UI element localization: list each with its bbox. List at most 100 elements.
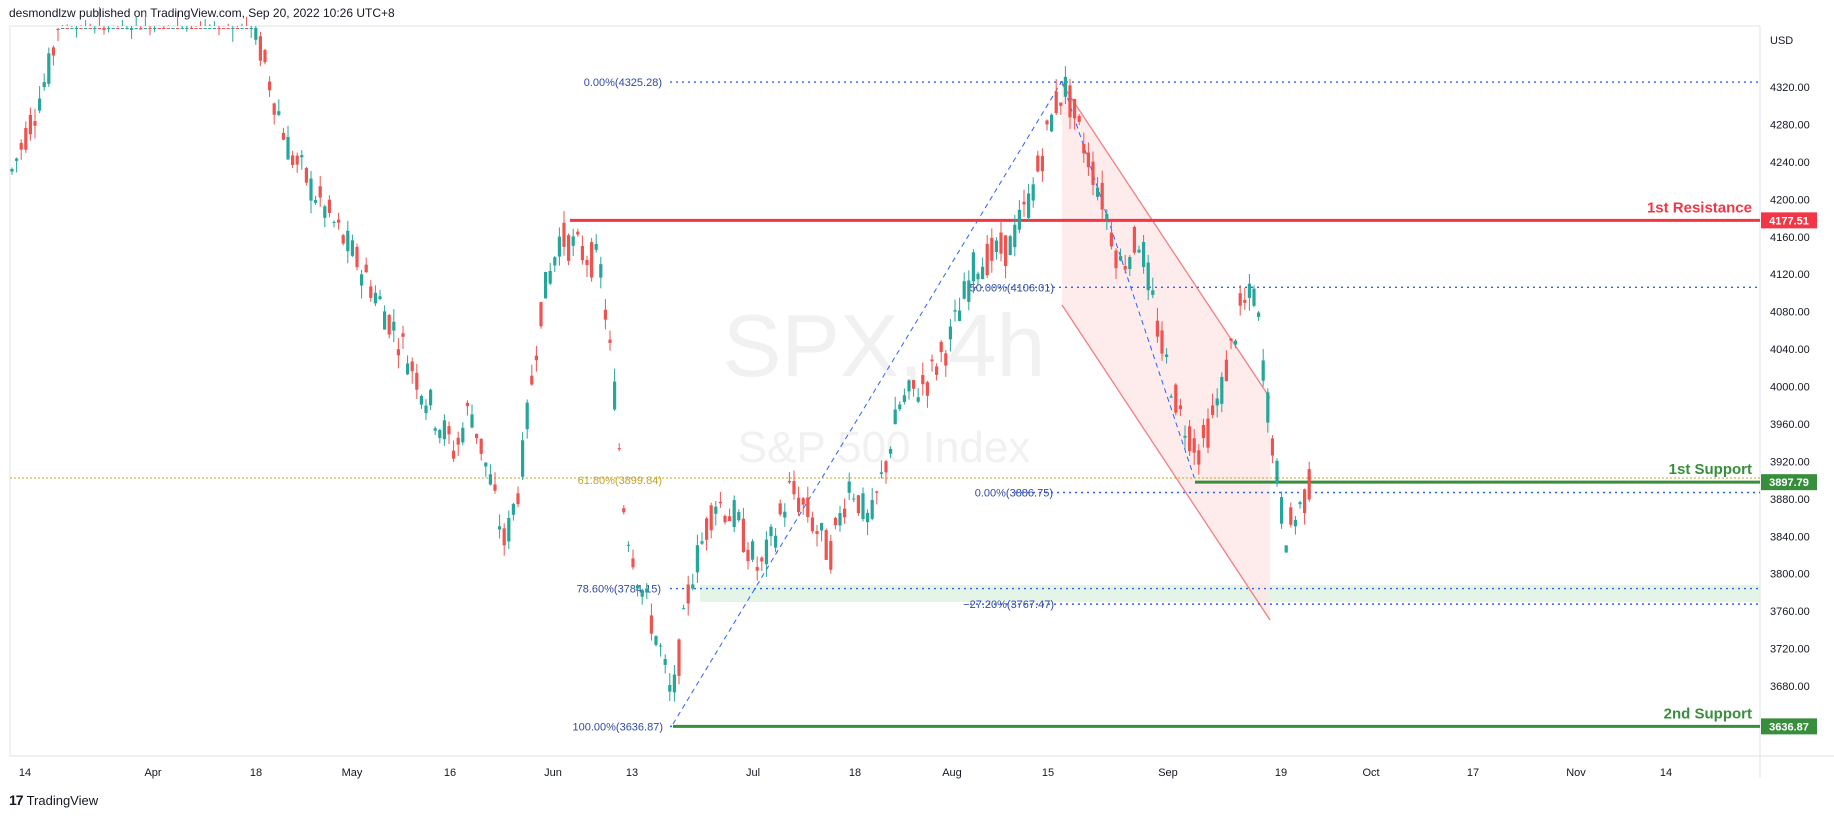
candle-body xyxy=(521,440,525,477)
candle-body xyxy=(645,588,649,593)
candle-body xyxy=(438,429,442,439)
candle-body xyxy=(636,585,640,589)
candle-body xyxy=(659,645,663,647)
candle-body xyxy=(1123,266,1127,270)
candle-body xyxy=(613,381,617,410)
candle-body xyxy=(741,518,745,553)
candle-body xyxy=(709,505,713,531)
candle-body xyxy=(530,375,534,385)
candle-body xyxy=(824,530,828,560)
candle-body xyxy=(603,309,607,320)
candle-body xyxy=(1188,426,1192,452)
candle-body xyxy=(617,448,621,450)
candle-body xyxy=(309,178,313,201)
candle-body xyxy=(143,28,147,29)
candle-body xyxy=(47,53,51,84)
candle-body xyxy=(323,206,327,218)
candle-body xyxy=(1017,209,1021,230)
candle-body xyxy=(879,472,883,474)
x-tick-label: 16 xyxy=(444,767,456,779)
candle-body xyxy=(304,168,308,183)
candle-body xyxy=(838,513,842,526)
candle-body xyxy=(562,222,566,247)
candle-body xyxy=(185,28,189,29)
candle-body xyxy=(525,402,529,430)
level-label: 1st Resistance xyxy=(1647,199,1752,216)
candle-body xyxy=(1303,489,1307,514)
candle-body xyxy=(866,512,870,523)
candle-body xyxy=(488,474,492,485)
candle-body xyxy=(1008,236,1012,256)
candle-body xyxy=(654,636,658,645)
y-tick-label: 4040.00 xyxy=(1770,344,1810,356)
candle-body xyxy=(1114,250,1118,269)
candle-body xyxy=(1045,120,1049,125)
candle-body xyxy=(433,428,437,431)
x-tick-label: Oct xyxy=(1362,767,1379,779)
x-tick-label: Nov xyxy=(1566,767,1586,779)
time-axis[interactable]: 14 Apr 18 May 16 Jun 13 Jul 18 Aug 15 Sep 19 Oct 17 Nov… xyxy=(19,767,1672,779)
candle-body xyxy=(1211,405,1215,415)
price-axis[interactable]: 4320.00 4280.00 4240.00 4200.00 4160.00 4120.… xyxy=(1770,82,1810,693)
y-tick-label: 3880.00 xyxy=(1770,494,1810,506)
candle-body xyxy=(350,240,354,256)
candle-body xyxy=(1165,354,1169,357)
y-tick-label: 3840.00 xyxy=(1770,531,1810,543)
candle-body xyxy=(1192,438,1196,453)
candle-body xyxy=(870,500,874,519)
candle-body xyxy=(1142,241,1146,268)
candle-body xyxy=(180,28,184,29)
candle-body xyxy=(1040,155,1044,172)
candle-body xyxy=(1027,193,1031,218)
candle-body xyxy=(843,508,847,518)
candle-body xyxy=(199,28,203,29)
y-tick-label: 4160.00 xyxy=(1770,232,1810,244)
candle-body xyxy=(1178,405,1182,410)
candle-body xyxy=(153,28,157,29)
candle-body xyxy=(797,497,801,513)
candle-body xyxy=(755,567,759,571)
candle-body xyxy=(539,302,543,327)
candle-body xyxy=(1119,256,1123,261)
y-tick-label: 3920.00 xyxy=(1770,456,1810,468)
y-tick-label: 4280.00 xyxy=(1770,119,1810,131)
candle-body xyxy=(79,28,83,29)
candle-body xyxy=(728,516,732,522)
candle-body xyxy=(594,244,598,250)
candle-body xyxy=(939,341,943,353)
watermark-name: S&P 500 Index xyxy=(738,423,1031,472)
candle-body xyxy=(1004,235,1008,267)
candle-body xyxy=(88,28,92,29)
candle-body xyxy=(1109,232,1113,247)
candle-body xyxy=(806,497,810,518)
y-tick-label: 4080.00 xyxy=(1770,307,1810,319)
tradingview-logo[interactable]: 17 TradingView xyxy=(9,792,98,808)
candle-body xyxy=(415,372,419,390)
level-label: 2nd Support xyxy=(1664,705,1752,722)
candle-body xyxy=(686,584,690,604)
fib-trend-up xyxy=(672,80,1063,725)
candle-body xyxy=(364,264,368,273)
candle-body xyxy=(1280,497,1284,524)
tradingview-logo-icon: 17 xyxy=(9,792,24,808)
candle-body xyxy=(272,103,276,115)
candle-body xyxy=(300,155,304,158)
candle-body xyxy=(875,491,879,493)
fib-level-label: 50.00%(4106.01) xyxy=(970,282,1054,294)
fib-level-label: 61.80%(3899.84) xyxy=(578,475,662,487)
candle-body xyxy=(42,82,46,88)
candle-body xyxy=(1238,293,1242,306)
candle-body xyxy=(599,264,603,278)
candle-body xyxy=(231,28,235,29)
candle-body xyxy=(447,426,451,435)
candle-body xyxy=(718,501,722,504)
candle-body xyxy=(1275,460,1279,484)
candle-body xyxy=(1137,249,1141,253)
candle-body xyxy=(1054,91,1058,114)
candle-body xyxy=(1229,338,1233,341)
candle-body xyxy=(971,252,975,282)
candle-body xyxy=(1206,418,1210,448)
candle-body xyxy=(1155,320,1159,337)
candle-body xyxy=(1289,507,1293,525)
